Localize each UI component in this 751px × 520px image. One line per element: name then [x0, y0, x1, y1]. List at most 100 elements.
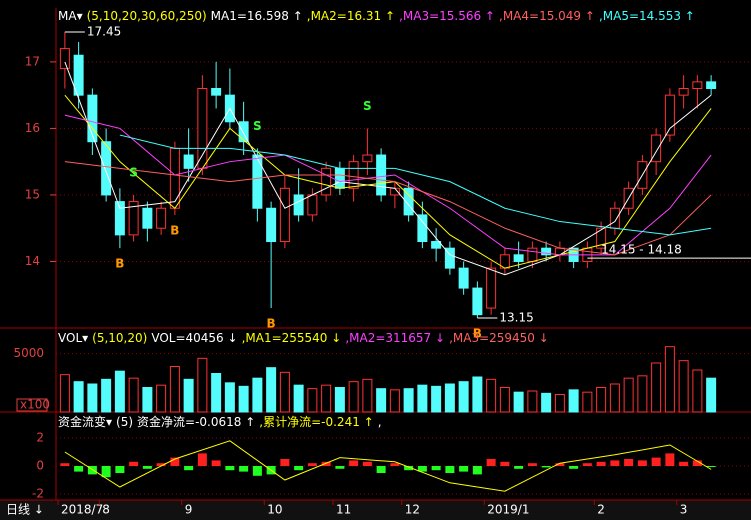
candle-body	[541, 247, 552, 256]
candle-body	[527, 247, 538, 262]
candle-body	[362, 154, 373, 163]
candle-body	[293, 194, 304, 216]
flow-bar	[582, 463, 592, 466]
flow-header: 资金流变▾ (5) 资金净流=-0.0618 ↑ ,累计净流=-0.241 ↑,	[58, 415, 386, 429]
header-item: ,MA4=15.049 ↑	[499, 9, 595, 23]
flow-bar	[417, 466, 427, 472]
volume-bar	[651, 362, 662, 413]
header-item: VOL▾	[58, 331, 89, 345]
flow-bar	[170, 457, 180, 466]
volume-bar	[59, 374, 70, 413]
ma-line	[64, 114, 712, 256]
x-tick-label: 10	[267, 503, 282, 517]
x-tick-label: 3	[680, 503, 688, 517]
flow-bar	[665, 453, 675, 466]
y-tick-label: 2	[36, 431, 44, 445]
volume-bar	[541, 392, 552, 413]
flow-bar	[225, 466, 235, 471]
candle-body	[156, 207, 167, 229]
volume-bar	[444, 383, 455, 413]
flow-bar	[142, 466, 152, 469]
volume-bar	[156, 384, 167, 413]
volume-bar	[334, 387, 345, 413]
candle-body	[59, 48, 70, 70]
volume-bar	[376, 388, 387, 413]
signal: S	[253, 119, 262, 133]
ma-line	[64, 61, 712, 276]
y-tick-label: 5000	[13, 346, 44, 360]
annotation: 13.15	[499, 311, 533, 325]
volume-bar	[513, 391, 524, 413]
flow-bar	[624, 459, 634, 466]
period-label[interactable]: 日线 ↓	[6, 503, 44, 517]
candle-body	[87, 94, 98, 143]
candle-body	[417, 214, 428, 243]
candle-body	[458, 267, 469, 289]
flow-bar	[651, 457, 661, 466]
header-item: 资金流变▾	[58, 415, 113, 429]
header-item: ,MA5=14.553 ↑	[598, 9, 695, 23]
flow-bar	[610, 460, 620, 466]
header-item: (5,10,20,30,60,250)	[86, 9, 207, 23]
vol-header: VOL▾ (5,10,20) VOL=40456 ↓ ,MA1=255540 ↓ ,MA…	[58, 331, 553, 345]
candle-body	[692, 81, 703, 90]
volume-bar	[128, 377, 139, 413]
volume-bar	[266, 367, 277, 413]
flow-bar	[239, 466, 249, 472]
flow-bar	[156, 463, 166, 466]
x-tick-label: 9	[185, 503, 193, 517]
header-item: MA1=16.598 ↑	[210, 9, 303, 23]
volume-bar	[692, 369, 703, 413]
flow-bar	[307, 463, 317, 466]
header-item: ,MA2=16.31 ↑	[306, 9, 396, 23]
candle-body	[266, 207, 277, 243]
flow-bar	[376, 466, 386, 473]
volume-bar	[293, 384, 304, 413]
candle-body	[169, 147, 180, 209]
header-item: (5)	[116, 415, 134, 429]
flow-bar	[211, 460, 221, 466]
flow-bar	[637, 460, 647, 466]
volume-bar	[142, 387, 153, 413]
candle-body	[279, 187, 290, 243]
volume-bar	[664, 346, 675, 413]
flow-bar	[101, 466, 111, 478]
ma-header: MA▾ (5,10,20,30,60,250) MA1=16.598 ↑ ,MA2=1…	[58, 9, 699, 23]
candle-body	[651, 134, 662, 163]
header-item: ,MA3=15.566 ↑	[399, 9, 495, 23]
header-item: ,累计净流=-0.241 ↑	[259, 415, 374, 429]
volume-bar	[417, 384, 428, 413]
volume-bar	[252, 377, 263, 413]
flow-bar	[129, 461, 139, 466]
volume-bar	[706, 377, 717, 413]
volume-bar	[458, 381, 469, 413]
candle-body	[334, 167, 345, 189]
candle-body	[307, 194, 318, 216]
candle-body	[73, 54, 84, 96]
flow-bar	[321, 461, 331, 466]
flow-bar	[514, 466, 524, 469]
candle-body	[444, 247, 455, 269]
candle-body	[664, 94, 675, 136]
candle-body	[403, 187, 414, 216]
volume-bar	[307, 388, 318, 413]
candle-body	[596, 227, 607, 249]
header-item: ,	[377, 415, 382, 429]
y-tick-label: 15	[25, 187, 40, 201]
flow-bar	[252, 466, 262, 476]
flow-bar	[87, 466, 97, 475]
flow-bar	[115, 466, 125, 473]
volume-bar	[279, 371, 290, 413]
candle-body	[142, 207, 153, 229]
x-tick-label: 2019/1	[487, 503, 529, 517]
volume-bar	[623, 377, 634, 413]
volume-bar	[389, 389, 400, 413]
flow-bar	[472, 466, 482, 475]
signal: S	[129, 165, 138, 179]
volume-bar	[183, 378, 194, 413]
candle-body	[211, 88, 222, 96]
candle-body	[348, 161, 359, 189]
volume-bar	[568, 389, 579, 413]
candle-body	[706, 81, 717, 90]
flow-bar	[706, 466, 716, 467]
